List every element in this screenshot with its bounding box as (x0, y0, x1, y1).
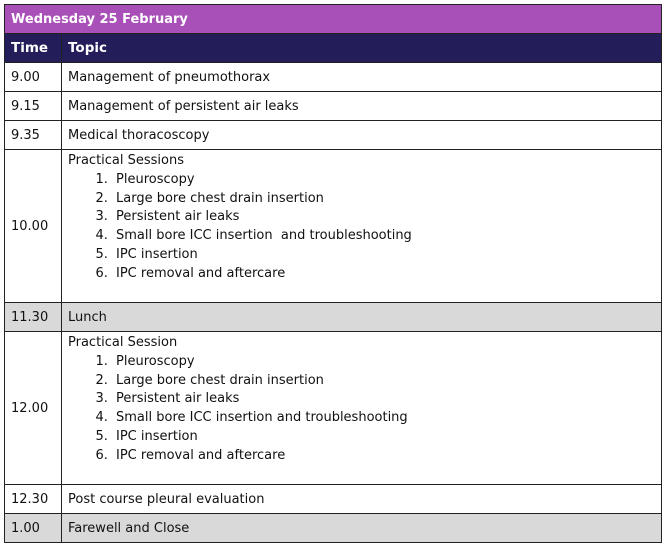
list-item: IPC insertion (112, 428, 655, 447)
day-title: Wednesday 25 February (4, 4, 662, 34)
topic-header: Topic (61, 33, 662, 63)
time-cell: 9.35 (4, 120, 62, 150)
topic-cell: Management of persistent air leaks (61, 91, 662, 121)
table-row: 9.35 Medical thoracoscopy (4, 120, 662, 150)
time-cell: 10.00 (4, 149, 62, 303)
topic-cell: Post course pleural evaluation (61, 484, 662, 514)
session-list: PleuroscopyLarge bore chest drain insert… (68, 171, 655, 284)
time-cell: 1.00 (4, 513, 62, 543)
table-row: 9.15 Management of persistent air leaks (4, 91, 662, 121)
table-row: 12.30 Post course pleural evaluation (4, 484, 662, 514)
list-item: Persistent air leaks (112, 390, 655, 409)
list-item: Small bore ICC insertion and troubleshoo… (112, 409, 655, 428)
list-item: Pleuroscopy (112, 171, 655, 190)
list-item: Small bore ICC insertion and troubleshoo… (112, 227, 655, 246)
table-row: 9.00 Management of pneumothorax (4, 62, 662, 92)
topic-cell: Medical thoracoscopy (61, 120, 662, 150)
time-header: Time (4, 33, 62, 63)
topic-cell: Management of pneumothorax (61, 62, 662, 92)
topic-cell: Lunch (61, 302, 662, 332)
time-cell: 9.00 (4, 62, 62, 92)
topic-cell: Farewell and Close (61, 513, 662, 543)
table-row: 11.30 Lunch (4, 302, 662, 332)
list-item: Pleuroscopy (112, 353, 655, 372)
schedule-table: Wednesday 25 February Time Topic 9.00 Mana… (4, 4, 662, 543)
session-title: Practical Sessions (68, 153, 185, 168)
list-item: IPC insertion (112, 246, 655, 265)
list-item: IPC removal and aftercare (112, 265, 655, 284)
list-item: Persistent air leaks (112, 208, 655, 227)
list-item: IPC removal and aftercare (112, 447, 655, 466)
time-cell: 9.15 (4, 91, 62, 121)
table-row: 1.00 Farewell and Close (4, 513, 662, 543)
time-cell: 12.30 (4, 484, 62, 514)
topic-cell: Practical Sessions PleuroscopyLarge bore… (61, 149, 662, 303)
session-title: Practical Session (68, 335, 178, 350)
time-cell: 11.30 (4, 302, 62, 332)
time-cell: 12.00 (4, 331, 62, 485)
session-list: PleuroscopyLarge bore chest drain insert… (68, 353, 655, 466)
list-item: Large bore chest drain insertion (112, 190, 655, 209)
list-item: Large bore chest drain insertion (112, 372, 655, 391)
topic-cell: Practical Session PleuroscopyLarge bore … (61, 331, 662, 485)
